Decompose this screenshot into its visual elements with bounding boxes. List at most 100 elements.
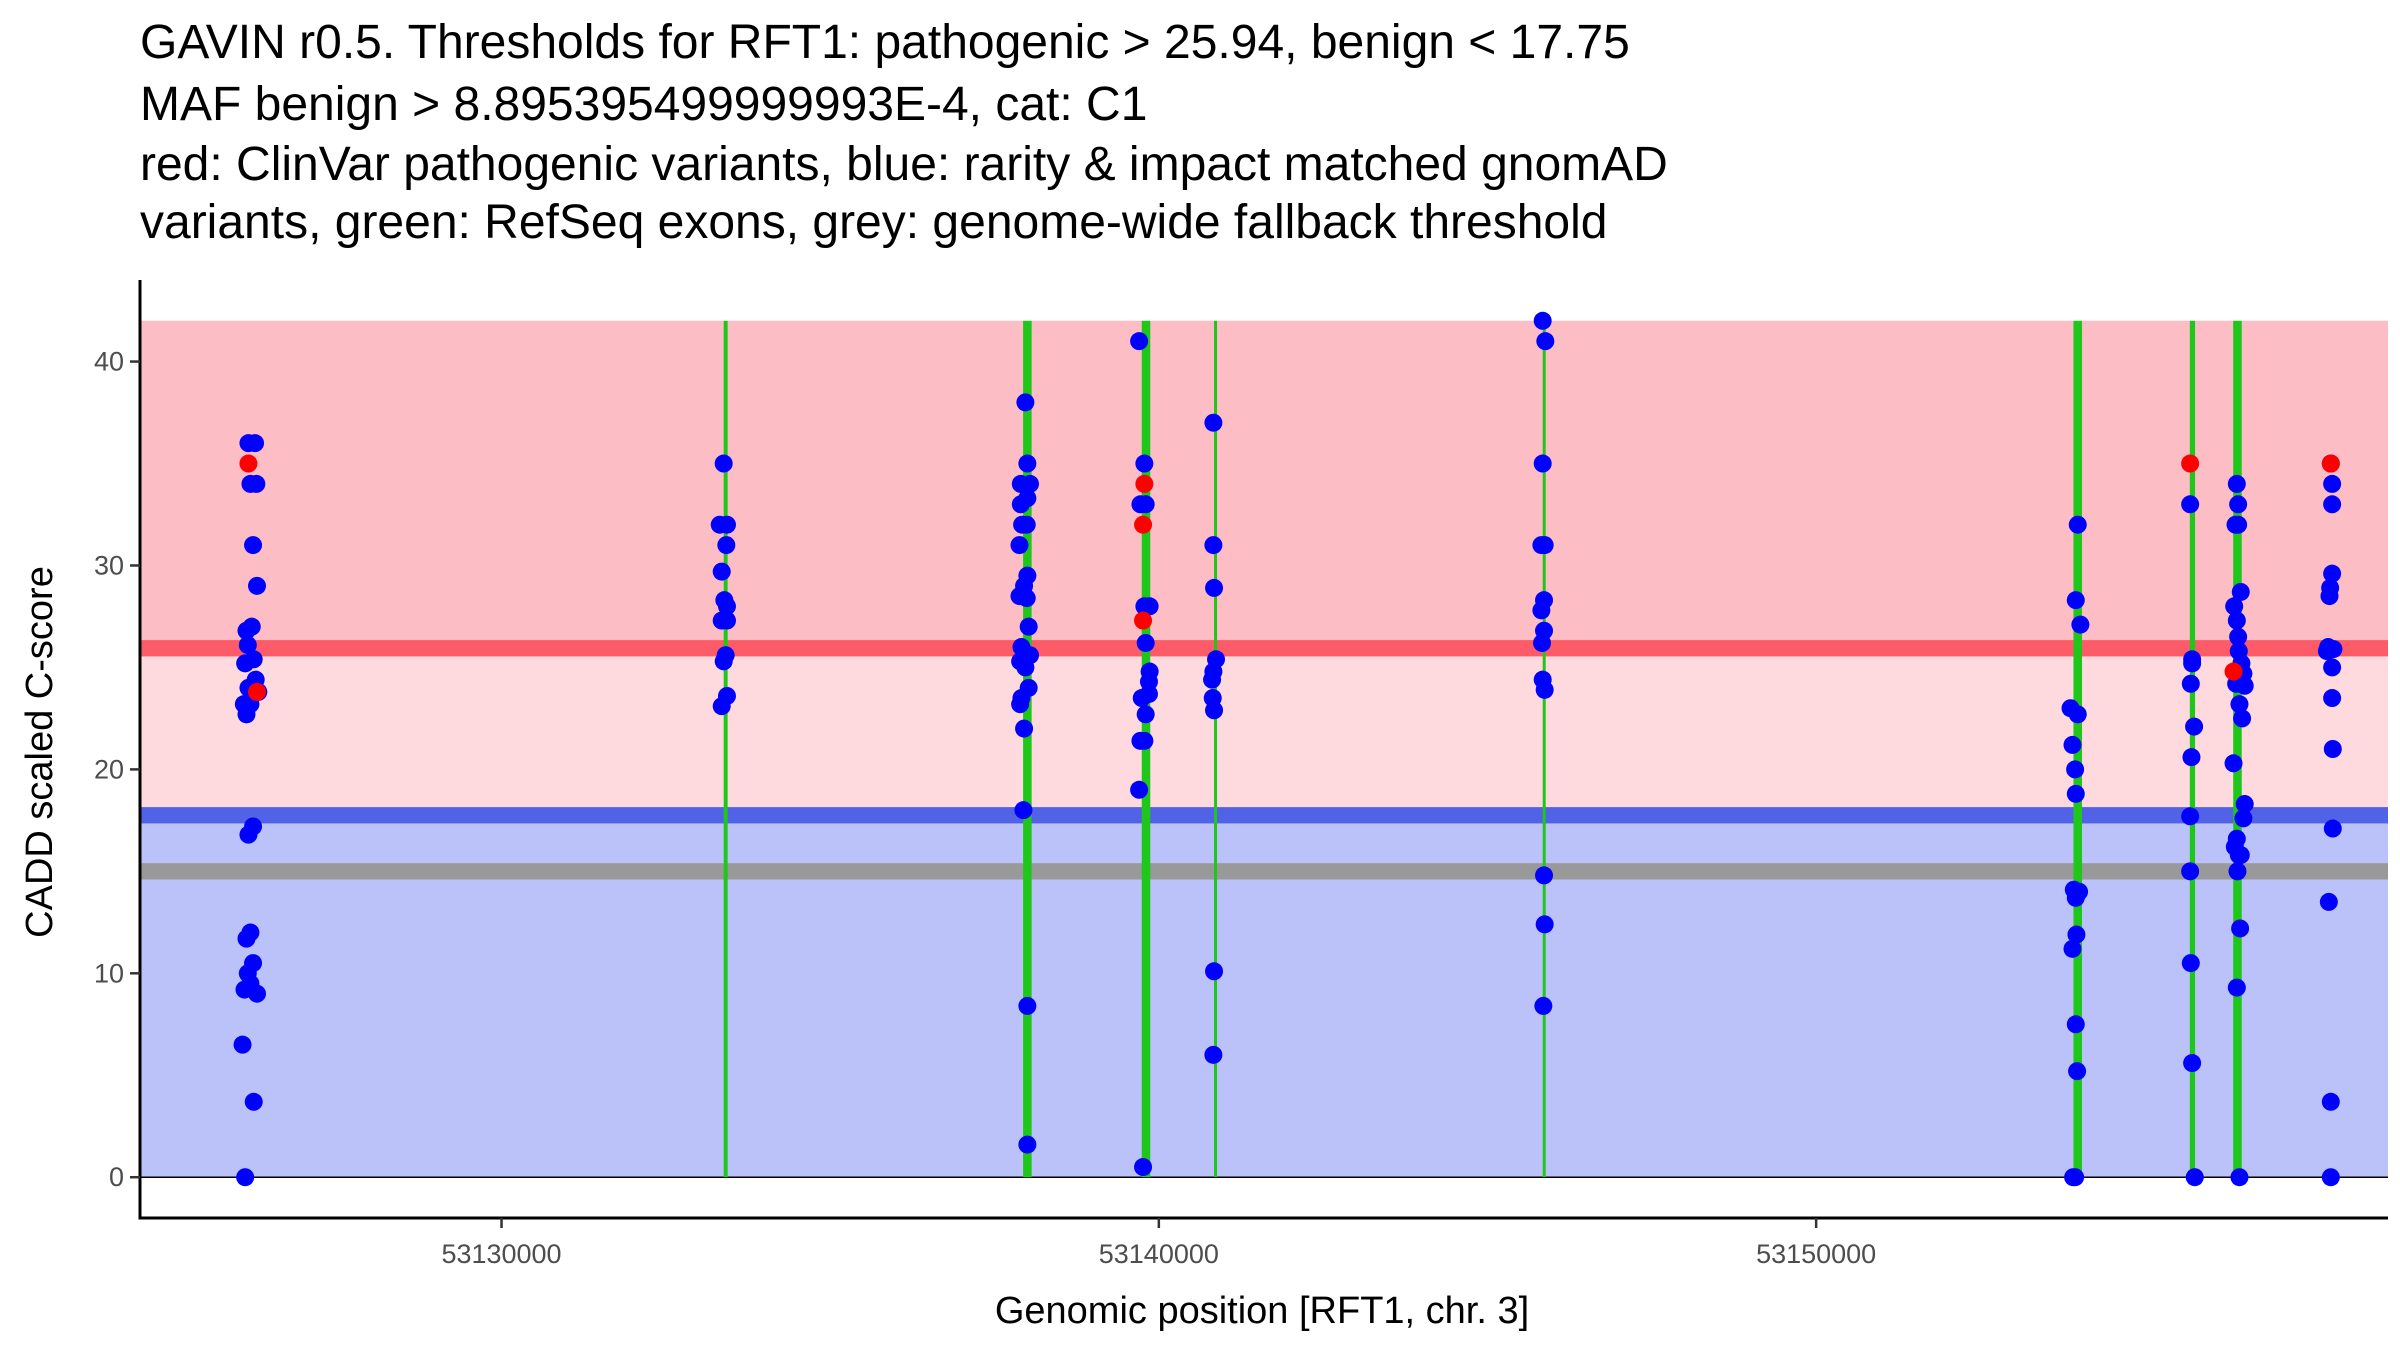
gnomad-point [246, 434, 265, 453]
gnomad-point [233, 1035, 252, 1054]
x-tick-label: 53130000 [441, 1239, 561, 1269]
gnomad-point [2323, 495, 2342, 514]
gnomad-point [244, 536, 263, 555]
gnomad-point [2230, 1168, 2249, 1187]
gnomad-point [1135, 731, 1154, 750]
gnomad-point [237, 929, 256, 948]
gnomad-point [1020, 474, 1039, 493]
gnomad-point [1136, 495, 1155, 514]
gnomad-point [1204, 1045, 1223, 1064]
y-tick-label: 10 [94, 958, 124, 988]
benign-threshold-line [140, 807, 2388, 824]
gnomad-point [1535, 680, 1554, 699]
gnomad-point [2181, 674, 2200, 693]
gnomad-point [1018, 996, 1037, 1015]
gnomad-point [1015, 719, 1034, 738]
gnomad-point [2183, 1054, 2202, 1073]
gnomad-point [2063, 939, 2082, 958]
gnomad-point [237, 705, 256, 724]
fallback-threshold-line [140, 863, 2388, 880]
y-tick-label: 20 [94, 754, 124, 784]
gnomad-point [1533, 633, 1552, 652]
gnomad-point [2234, 809, 2253, 828]
title-line-1: GAVIN r0.5. Thresholds for RFT1: pathoge… [140, 16, 1630, 69]
gnomad-point [1019, 617, 1038, 636]
gnomad-point [716, 646, 735, 665]
gnomad-point [2319, 892, 2338, 911]
gnomad-point [2323, 564, 2342, 583]
gnomad-point [244, 1092, 263, 1111]
gnomad-point [236, 1168, 255, 1187]
gnomad-point [2233, 709, 2252, 728]
exon-4 [1214, 320, 1218, 1178]
gnomad-point [248, 984, 267, 1003]
y-tick-label: 40 [94, 347, 124, 377]
gnomad-point [2229, 627, 2248, 646]
gnomad-point [2063, 735, 2082, 754]
exon-2 [1023, 320, 1032, 1178]
gnomad-point [712, 697, 731, 716]
clinvar-point [2181, 454, 2200, 473]
gnomad-point [1136, 705, 1155, 724]
y-axis-label: CADD scaled C-score [19, 566, 61, 938]
x-tick-label: 53150000 [1756, 1239, 1876, 1269]
gnomad-point [1010, 536, 1029, 555]
gnomad-point [2181, 495, 2200, 514]
gnomad-point [717, 536, 736, 555]
pathogenic-threshold-line [140, 640, 2388, 657]
exon-1 [723, 320, 728, 1178]
gnomad-point [2229, 515, 2248, 534]
gnomad-point [2235, 795, 2254, 814]
gnomad-point [2066, 1015, 2085, 1034]
clinvar-point [1134, 611, 1153, 630]
gnomad-point [717, 611, 736, 630]
gnomad-point [717, 515, 736, 534]
title-line-2: MAF benign > 8.895395499999993E-4, cat: … [140, 78, 1147, 131]
gnomad-point [2068, 705, 2087, 724]
gnomad-point [1135, 454, 1154, 473]
gnomad-point [2066, 1168, 2085, 1187]
clinvar-point [239, 454, 258, 473]
x-tick-label: 53140000 [1099, 1239, 1219, 1269]
gnomad-point [2323, 819, 2342, 838]
y-tick-label: 0 [109, 1162, 124, 1192]
gnomad-point [2235, 676, 2254, 695]
gnomad-point [2181, 807, 2200, 826]
gnomad-point [2323, 658, 2342, 677]
gnomad-point [1017, 515, 1036, 534]
gnomad-point [1011, 695, 1030, 714]
gnomad-point [1140, 597, 1159, 616]
gnomad-point [2323, 474, 2342, 493]
gnomad-point [2321, 1168, 2340, 1187]
gnomad-point [248, 576, 267, 595]
clinvar-point [2224, 662, 2243, 681]
gnomad-point [2071, 615, 2090, 634]
uncertain-zone [140, 648, 2388, 816]
gnomad-point [1205, 701, 1224, 720]
gnomad-point [2066, 888, 2085, 907]
gnomad-point [1014, 801, 1033, 820]
gnomad-point [2228, 862, 2247, 881]
gnomad-point [2181, 954, 2200, 973]
gnomad-point [2227, 611, 2246, 630]
exon-8 [2233, 320, 2242, 1178]
gnomad-point [714, 454, 733, 473]
gnomad-point [2230, 695, 2249, 714]
gnomad-point [2066, 591, 2085, 610]
gnomad-point [1535, 866, 1554, 885]
gnomad-point [2225, 597, 2244, 616]
gnomad-point [2227, 978, 2246, 997]
gnomad-point [2227, 474, 2246, 493]
clinvar-point [248, 682, 267, 701]
gnomad-point [2231, 846, 2250, 865]
title-line-3: red: ClinVar pathogenic variants, blue: … [140, 138, 1668, 191]
gnomad-point [236, 654, 255, 673]
gnomad-point [717, 597, 736, 616]
gnomad-point [1018, 1135, 1037, 1154]
gnomad-point [1536, 332, 1555, 351]
gnomad-point [2068, 515, 2087, 534]
gnomad-point [2068, 1062, 2087, 1081]
gnomad-point [2321, 1092, 2340, 1111]
gnomad-point [1535, 915, 1554, 934]
